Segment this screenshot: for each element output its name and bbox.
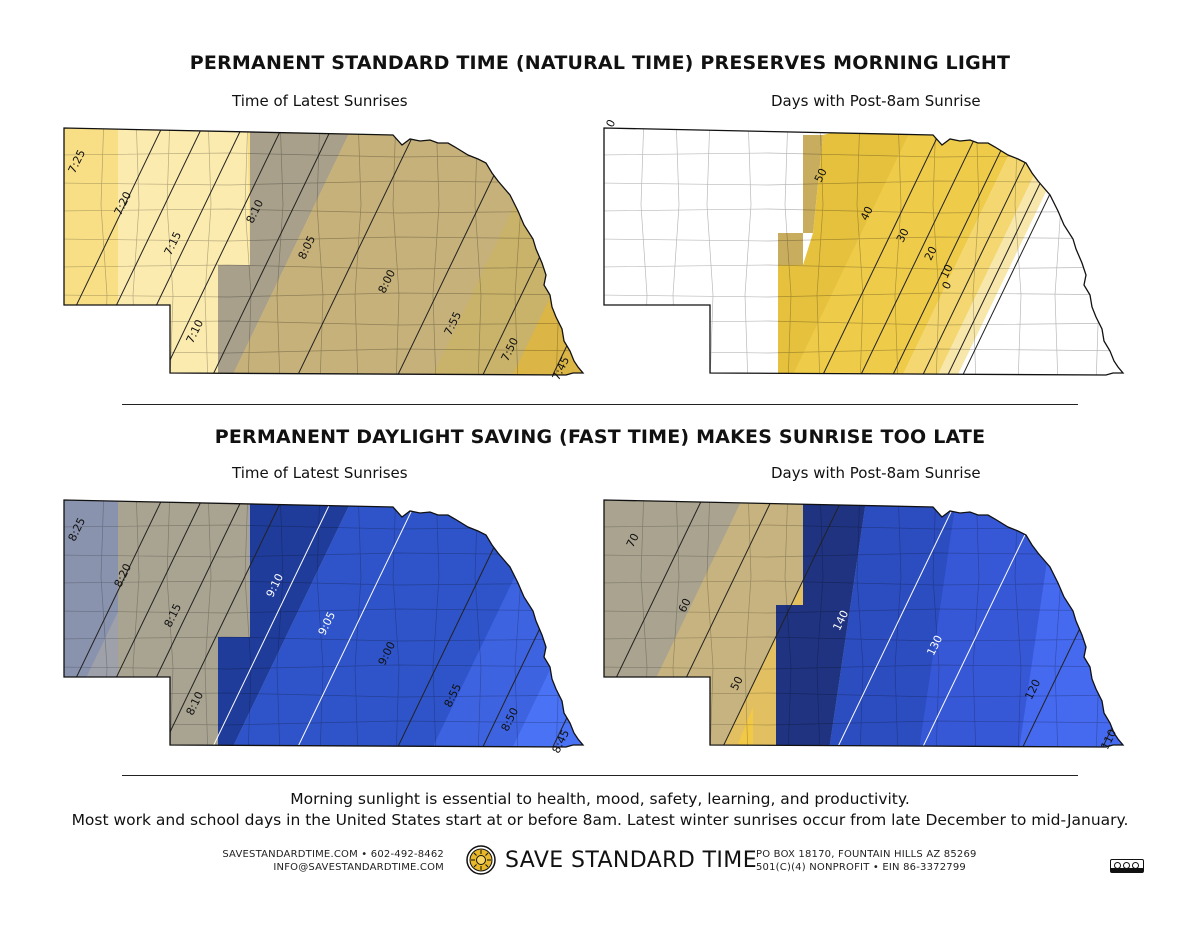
section-divider <box>122 404 1078 405</box>
dst-days-post8am-map: 70 60 50 140 130 120 110 <box>598 487 1148 757</box>
contour-label: 0 <box>939 279 954 291</box>
band-4 <box>788 128 1028 375</box>
band-2 <box>64 128 178 375</box>
band-2 <box>64 500 178 747</box>
footer-line-1: Morning sunlight is essential to health,… <box>290 790 910 808</box>
dst-left-map-label: Time of Latest Sunrises <box>232 464 408 482</box>
contour-line <box>717 500 849 747</box>
dst-latest-sunrise-map: 8:25 8:20 8:15 8:10 9:10 9:05 9:00 8:55 8:50 8:45 <box>58 487 598 757</box>
contour-line <box>292 500 424 747</box>
contour-label: 0 <box>603 117 618 129</box>
contour-line <box>157 500 289 747</box>
contour-line <box>604 500 709 747</box>
contact-left: SAVESTANDARDTIME.COM • 602-492-8462 INFO… <box>222 848 444 874</box>
brand-name: SAVE STANDARD TIME <box>505 847 757 873</box>
standard-latest-sunrise-map: 7:25 7:20 7:15 7:10 8:10 8:05 8:00 7:55 7:50 7:45 <box>58 115 598 385</box>
brand-logo[interactable]: SAVE STANDARD TIME <box>466 845 757 875</box>
email-link[interactable]: INFO@SAVESTANDARDTIME.COM <box>273 862 444 873</box>
dst-title: PERMANENT DAYLIGHT SAVING (FAST TIME) MA… <box>214 426 986 448</box>
standard-time-title: PERMANENT STANDARD TIME (NATURAL TIME) P… <box>189 52 1011 74</box>
contour-label: 10 <box>938 262 956 280</box>
band-5 <box>898 128 1063 375</box>
contour-line <box>817 128 949 375</box>
county-grid <box>604 128 1123 375</box>
contour-label: 30 <box>894 226 912 244</box>
standard-left-map-label: Time of Latest Sunrises <box>232 92 408 110</box>
nebraska-outline <box>603 499 1125 748</box>
creative-commons-badge[interactable] <box>1110 859 1144 873</box>
footer-divider <box>122 775 1078 776</box>
contour-line <box>207 500 339 747</box>
contour-label: 40 <box>858 204 876 222</box>
mailing-address: PO BOX 18170, FOUNTAIN HILLS AZ 85269 <box>756 849 977 860</box>
contour-line <box>64 500 169 747</box>
cc-bar <box>1111 868 1143 872</box>
standard-days-post8am-map: 0 50 40 30 20 10 0 <box>598 115 1148 385</box>
contour-line <box>64 128 169 375</box>
contour-line <box>855 128 987 375</box>
footer-line-2: Most work and school days in the United … <box>71 811 1129 829</box>
nonprofit-info: 501(C)(4) NONPROFIT • EIN 86-3372799 <box>756 862 966 873</box>
band-5 <box>776 500 868 747</box>
contour-label: 20 <box>922 244 940 262</box>
standard-right-map-label: Days with Post-8am Sunrise <box>771 92 981 110</box>
footer-message: Morning sunlight is essential to health,… <box>0 789 1200 831</box>
contour-line <box>207 128 339 375</box>
dst-right-map-label: Days with Post-8am Sunrise <box>771 464 981 482</box>
contour-label: 70 <box>624 531 642 549</box>
contour-line <box>157 128 289 375</box>
contact-right: PO BOX 18170, FOUNTAIN HILLS AZ 85269 50… <box>756 848 977 874</box>
contour-line <box>832 500 964 747</box>
band-2 <box>778 135 823 265</box>
nebraska-outline <box>63 499 585 748</box>
band-4 <box>218 500 358 747</box>
website-phone[interactable]: SAVESTANDARDTIME.COM • 602-492-8462 <box>222 849 444 860</box>
county-lines <box>604 128 1123 375</box>
nebraska-outline <box>63 127 585 376</box>
band-4 <box>218 128 358 375</box>
contour-label: 60 <box>676 596 694 614</box>
contour-line <box>292 128 424 375</box>
nebraska-outline <box>603 127 1125 376</box>
contour-label: 50 <box>812 166 830 184</box>
sun-seal-icon <box>466 845 496 875</box>
contour-line <box>887 128 1019 375</box>
contour-label: 50 <box>728 674 746 692</box>
